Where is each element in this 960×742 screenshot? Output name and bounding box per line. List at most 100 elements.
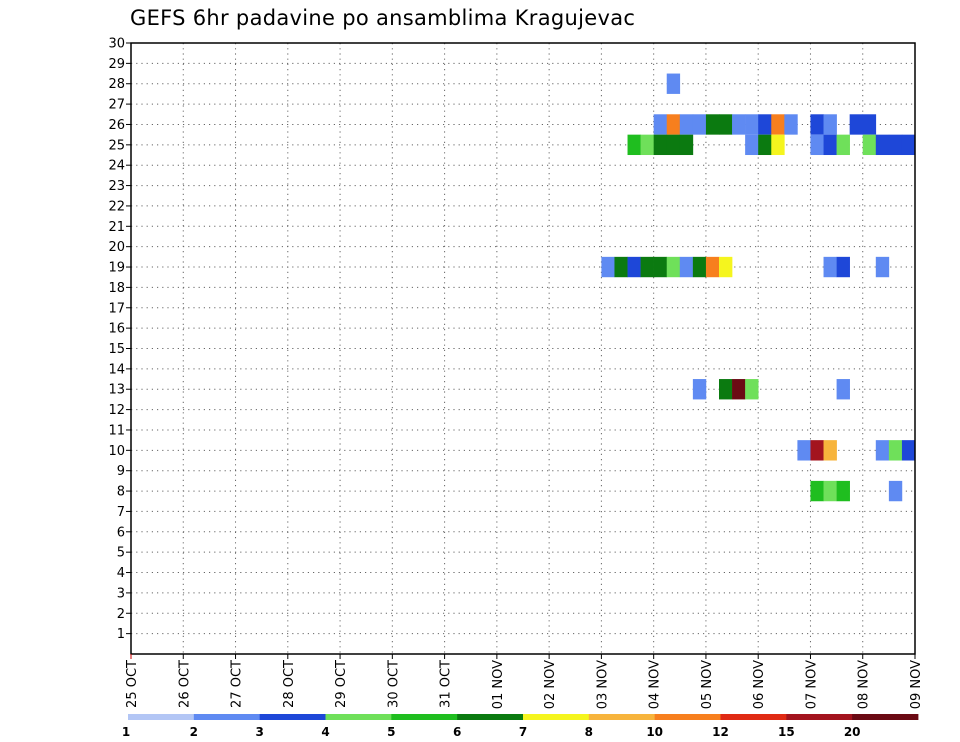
- y-tick-label: 28: [108, 77, 125, 92]
- color-legend: 1 2 3 4 5 6 7 8 10 12 15 20: [122, 714, 919, 739]
- precip-cell: [901, 440, 916, 461]
- precip-cell: [692, 114, 707, 135]
- precip-cell: [627, 256, 641, 278]
- y-tick-label: 7: [117, 505, 125, 520]
- y-tick-label: 8: [117, 485, 125, 500]
- y-tick-label: 24: [108, 159, 125, 174]
- x-tick-label: 05 NOV: [700, 660, 715, 709]
- legend-label: 8: [585, 725, 593, 739]
- y-tick-label: 10: [108, 444, 125, 459]
- y-tick-label: 13: [108, 383, 125, 398]
- precip-cell: [784, 114, 798, 135]
- x-tick-label: 06 NOV: [752, 660, 767, 709]
- precip-cell: [653, 256, 668, 278]
- precip-cell: [810, 114, 824, 135]
- x-tick-label: 09 NOV: [909, 660, 924, 709]
- precip-cell: [692, 256, 707, 278]
- legend-label: 10: [646, 725, 663, 739]
- y-tick-label: 27: [108, 98, 125, 113]
- precip-cell: [771, 134, 785, 156]
- precip-cell: [888, 480, 903, 502]
- precip-cell: [823, 480, 837, 502]
- precip-cell: [797, 440, 811, 461]
- x-tick-label: 27 OCT: [230, 660, 245, 708]
- precip-cell: [666, 134, 681, 156]
- precip-cell: [640, 256, 654, 278]
- legend-label: 20: [844, 725, 861, 739]
- y-tick-label: 15: [108, 342, 125, 357]
- precip-cell: [679, 114, 694, 135]
- precip-cell: [836, 256, 850, 278]
- legend-swatch: [786, 714, 853, 720]
- x-tick-label: 04 NOV: [648, 660, 663, 709]
- precip-cell: [810, 440, 824, 461]
- precip-cell: [823, 440, 837, 461]
- precip-cell: [679, 256, 694, 278]
- precip-cell: [627, 134, 641, 156]
- y-tick-label: 20: [108, 240, 125, 255]
- precip-cell: [849, 114, 864, 135]
- precip-cell: [705, 114, 720, 135]
- precip-cell: [666, 73, 681, 94]
- legend-swatch: [128, 714, 195, 720]
- x-tick-label: 07 NOV: [804, 660, 819, 709]
- x-tick-label: 31 OCT: [439, 660, 454, 708]
- precip-cell: [745, 379, 759, 400]
- legend-label: 5: [387, 725, 395, 739]
- legend-swatch: [193, 714, 261, 720]
- y-tick-label: 26: [108, 118, 125, 133]
- precip-cell: [836, 480, 850, 502]
- y-tick-label: 16: [108, 322, 125, 337]
- x-tick-label: 28 OCT: [282, 660, 297, 708]
- y-tick-label: 2: [117, 607, 125, 622]
- legend-label: 2: [190, 725, 198, 739]
- y-tick-label: 30: [108, 37, 125, 52]
- precip-cell: [901, 134, 916, 156]
- precip-cell: [601, 256, 615, 278]
- legend-swatch: [654, 714, 721, 720]
- precip-cell: [705, 256, 720, 278]
- legend-swatch: [588, 714, 656, 720]
- precip-cell: [888, 134, 903, 156]
- legend-label: 4: [321, 725, 329, 739]
- y-tick-label: 22: [108, 199, 125, 214]
- precip-cell: [875, 440, 890, 461]
- precip-cell: [666, 256, 681, 278]
- legend-swatch: [720, 714, 787, 720]
- y-tick-label: 25: [108, 138, 125, 153]
- x-tick-label: 30 OCT: [386, 660, 401, 708]
- legend-label: 12: [712, 725, 729, 739]
- precip-cell: [614, 256, 628, 278]
- precip-cell: [745, 114, 759, 135]
- y-tick-label: 5: [117, 546, 125, 561]
- legend-label: 6: [453, 725, 461, 739]
- axis-ticks: 1234567891011121314151617181920212223242…: [108, 37, 924, 710]
- legend-label: 7: [519, 725, 527, 739]
- precip-cell: [679, 134, 694, 156]
- precip-cell: [692, 379, 707, 400]
- precip-cell: [640, 134, 654, 156]
- precip-cell: [758, 134, 772, 156]
- y-tick-label: 1: [117, 627, 125, 642]
- precip-cell: [745, 134, 759, 156]
- legend-swatch: [325, 714, 392, 720]
- y-tick-label: 11: [108, 423, 125, 438]
- legend-swatch: [457, 714, 524, 720]
- y-tick-label: 23: [108, 179, 125, 194]
- precip-cell: [823, 134, 837, 156]
- precip-cells: [601, 73, 916, 502]
- legend-swatch: [523, 714, 590, 720]
- precip-cell: [888, 440, 903, 461]
- chart-title: GEFS 6hr padavine po ansamblima Kragujev…: [130, 6, 636, 30]
- y-tick-label: 21: [108, 220, 125, 235]
- x-tick-label: 02 NOV: [543, 660, 558, 709]
- x-tick-label: 26 OCT: [177, 660, 192, 708]
- precip-cell: [810, 480, 824, 502]
- precip-cell: [823, 256, 837, 278]
- precip-cell: [875, 134, 890, 156]
- precip-cell: [836, 379, 850, 400]
- x-tick-label: 25 OCT: [125, 660, 140, 708]
- y-tick-label: 9: [117, 464, 125, 479]
- precip-cell: [732, 379, 746, 400]
